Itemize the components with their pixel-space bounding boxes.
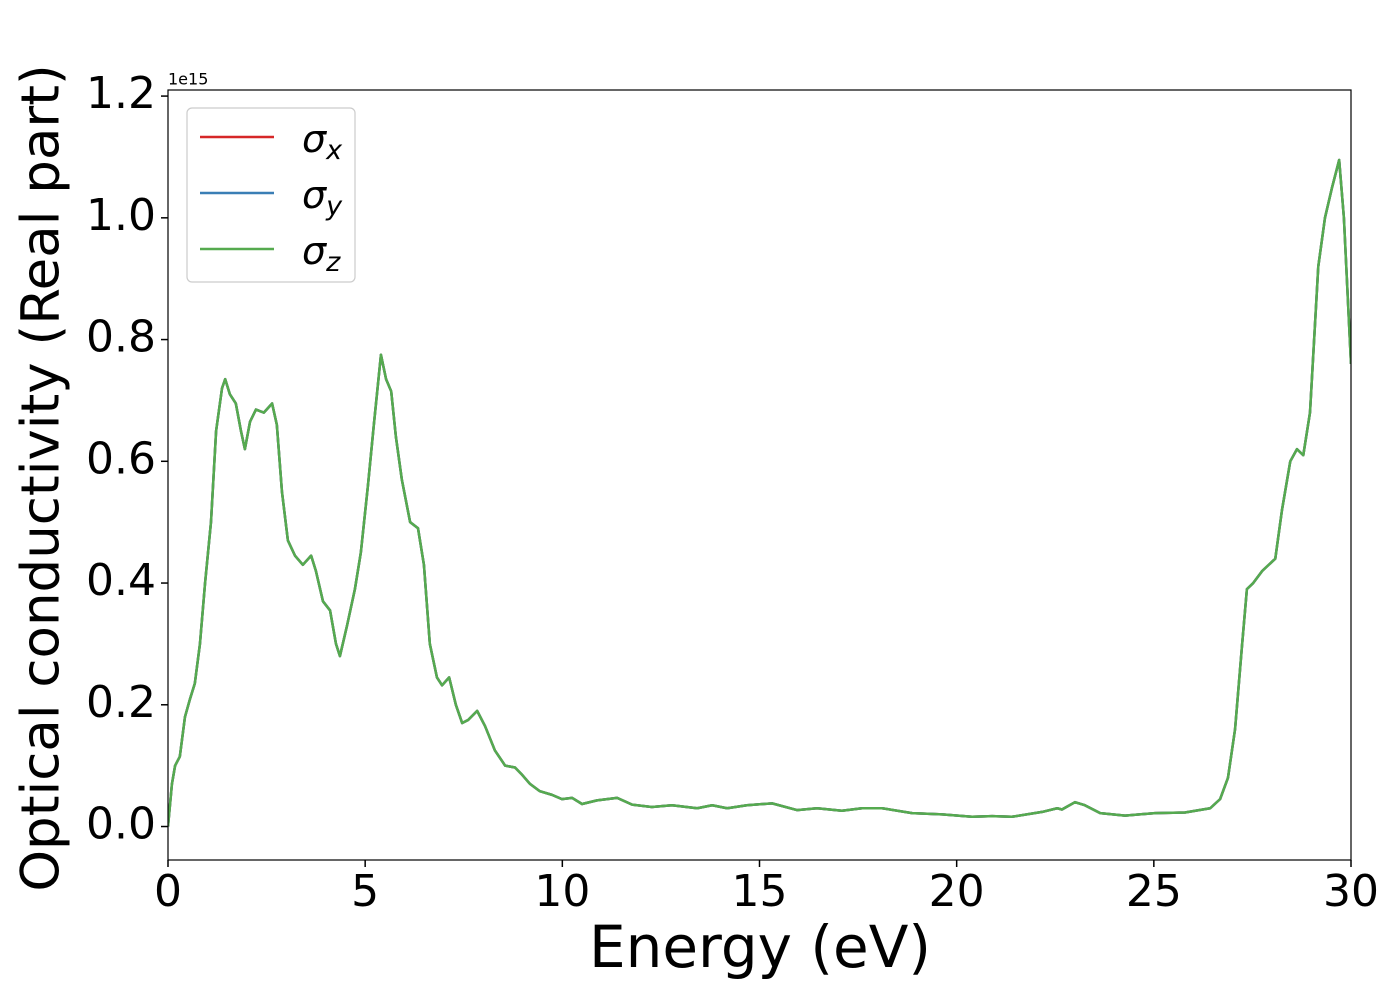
y-tick-label: 1.2 <box>86 68 156 119</box>
x-tick-label: 15 <box>732 866 788 917</box>
x-tick-label: 5 <box>351 866 379 917</box>
y-axis-label: Optical conductivity (Real part) <box>11 64 72 891</box>
x-tick-label: 0 <box>154 866 182 917</box>
plot-frame <box>167 89 1352 861</box>
legend-box <box>186 107 356 283</box>
legend-label: σz <box>302 229 341 278</box>
x-tick-label: 10 <box>534 866 590 917</box>
y-tick-label: 0.6 <box>86 433 156 484</box>
x-tick-label: 20 <box>929 866 985 917</box>
y-tick-label: 0.8 <box>86 312 156 363</box>
y-tick-label: 0.0 <box>86 799 156 850</box>
legend-label: σx <box>302 117 343 166</box>
y-tick-label: 0.2 <box>86 677 156 728</box>
legend-label: σy <box>302 173 343 222</box>
offset-text: 1e15 <box>168 70 208 89</box>
x-tick-label: 30 <box>1323 866 1379 917</box>
x-tick-label: 25 <box>1126 866 1182 917</box>
y-tick-label: 1.0 <box>86 190 156 241</box>
x-axis-label: Energy (eV) <box>589 913 931 981</box>
line-series <box>168 158 1351 827</box>
y-tick-label: 0.4 <box>86 555 156 606</box>
